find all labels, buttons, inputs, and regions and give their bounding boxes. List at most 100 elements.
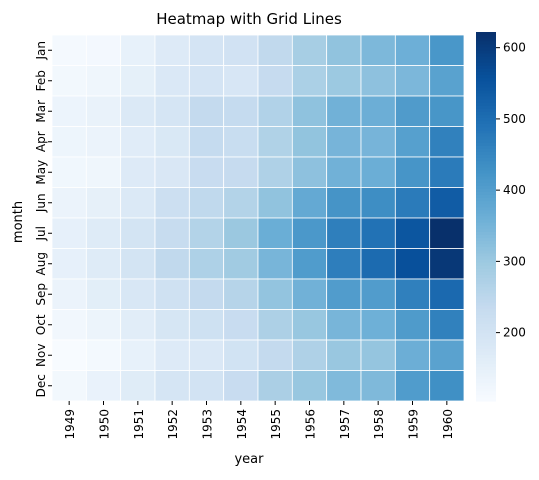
colorbar-segment <box>476 139 496 144</box>
heatmap-cell-nov-1955 <box>257 339 293 371</box>
heatmap-cell-jan-1949 <box>51 34 87 66</box>
colorbar-segment <box>476 182 496 187</box>
heatmap-cell-oct-1959 <box>394 309 431 341</box>
heatmap-cell-apr-1959 <box>394 126 431 158</box>
heatmap-cell-nov-1952 <box>154 339 190 371</box>
heatmap-cell-sep-1953 <box>188 278 225 310</box>
colorbar-segment <box>476 222 496 227</box>
y-tick-label-apr: Apr <box>34 131 48 152</box>
y-axis-ticks: Jan Feb Mar Apr May Jun Jul Aug Sep Oct Nov Dec <box>34 41 52 397</box>
heatmap-cell-apr-1953 <box>188 126 225 158</box>
colorbar-segment <box>476 155 496 159</box>
x-tick-label-1955: 1955 <box>269 409 283 440</box>
colorbar-segment <box>476 373 496 377</box>
heatmap-cell-apr-1957 <box>326 126 362 158</box>
heatmap-cell-feb-1958 <box>360 65 396 97</box>
colorbar-segment <box>476 179 496 184</box>
y-tick-label-jan: Jan <box>34 41 48 61</box>
heatmap-cell-aug-1960 <box>429 248 465 280</box>
colorbar-segment <box>476 170 496 175</box>
colorbar-segment <box>476 327 496 331</box>
colorbar-segment <box>476 118 496 122</box>
x-tick-label-1957: 1957 <box>338 409 352 440</box>
heatmap-cell-may-1959 <box>394 156 431 188</box>
colorbar-segment <box>476 210 496 215</box>
heatmap-cell-apr-1950 <box>85 126 122 158</box>
heatmap-cell-aug-1958 <box>360 248 396 280</box>
heatmap-cell-sep-1959 <box>394 278 431 310</box>
heatmap-cell-aug-1959 <box>394 248 431 280</box>
colorbar-segment <box>476 234 496 239</box>
heatmap-cell-feb-1952 <box>154 65 190 97</box>
heatmap-cell-may-1953 <box>188 156 225 188</box>
colorbar-segment <box>476 158 496 162</box>
colorbar-segment <box>476 370 496 374</box>
heatmap-cell-jan-1954 <box>223 34 259 66</box>
colorbar-segment <box>476 115 496 119</box>
heatmap-cell-nov-1950 <box>85 339 122 371</box>
heatmap-cell-oct-1960 <box>429 309 465 341</box>
heatmap-cell-dec-1953 <box>188 370 225 402</box>
y-tick-label-sep: Sep <box>34 283 48 306</box>
colorbar-segment <box>476 65 496 70</box>
colorbar-segment <box>476 68 496 73</box>
colorbar-segment <box>476 364 496 368</box>
colorbar-segment <box>476 247 496 251</box>
heatmap-cell-mar-1954 <box>223 95 259 127</box>
x-tick-label-1954: 1954 <box>235 409 249 440</box>
colorbar-segment <box>476 324 496 328</box>
heatmap-cell-nov-1960 <box>429 339 465 371</box>
colorbar-segment <box>476 136 496 141</box>
heatmap-cell-may-1954 <box>223 156 259 188</box>
colorbar-segment <box>476 53 496 58</box>
colorbar-segment <box>476 142 496 147</box>
colorbar-segment <box>476 111 496 116</box>
heatmap-cell-dec-1957 <box>326 370 362 402</box>
colorbar-segment <box>476 185 496 190</box>
heatmap-cell-jun-1954 <box>223 187 259 219</box>
heatmap-cell-may-1960 <box>429 156 465 188</box>
x-tick-label-1952: 1952 <box>166 409 180 440</box>
heatmap-cell-jun-1950 <box>85 187 122 219</box>
heatmap-cell-oct-1949 <box>51 309 87 341</box>
heatmap-cell-aug-1957 <box>326 248 362 280</box>
heatmap-cell-jul-1949 <box>51 217 87 249</box>
y-tick-label-jul: Jul <box>34 226 48 241</box>
heatmap-cell-apr-1955 <box>257 126 293 158</box>
heatmap-cell-jul-1958 <box>360 217 396 249</box>
heatmap-cell-jul-1950 <box>85 217 122 249</box>
colorbar-segment <box>476 238 496 242</box>
heatmap-cell-may-1957 <box>326 156 362 188</box>
heatmap-cell-mar-1959 <box>394 95 431 127</box>
heatmap-cell-feb-1959 <box>394 65 431 97</box>
heatmap-cell-sep-1950 <box>85 278 122 310</box>
colorbar-segment <box>476 281 496 285</box>
colorbar-segment <box>476 268 496 273</box>
heatmap-cell-jan-1959 <box>394 34 431 66</box>
colorbar-segment <box>476 290 496 294</box>
heatmap-cell-nov-1957 <box>326 339 362 371</box>
colorbar-segment <box>476 191 496 196</box>
heatmap-cell-aug-1955 <box>257 248 293 280</box>
heatmap-cells <box>51 34 465 402</box>
heatmap-cell-dec-1954 <box>223 370 259 402</box>
colorbar-segment <box>476 124 496 128</box>
colorbar-segment <box>476 50 496 55</box>
y-tick-label-dec: Dec <box>34 374 48 397</box>
heatmap-cell-sep-1949 <box>51 278 87 310</box>
x-tick-label-1960: 1960 <box>441 409 455 440</box>
colorbar-segment <box>476 317 496 322</box>
x-axis-label: year <box>234 452 264 467</box>
colorbar-segment <box>476 164 496 168</box>
colorbar-segment <box>476 84 496 88</box>
heatmap-cell-mar-1949 <box>51 95 87 127</box>
heatmap-cell-mar-1955 <box>257 95 293 127</box>
heatmap-cell-jun-1960 <box>429 187 465 219</box>
colorbar-segment <box>476 274 496 279</box>
colorbar-segment <box>476 213 496 218</box>
heatmap-cell-feb-1957 <box>326 65 362 97</box>
heatmap-cell-sep-1956 <box>291 278 328 310</box>
colorbar-segment <box>476 90 496 95</box>
heatmap-cell-dec-1949 <box>51 370 87 402</box>
heatmap-cell-oct-1956 <box>291 309 328 341</box>
